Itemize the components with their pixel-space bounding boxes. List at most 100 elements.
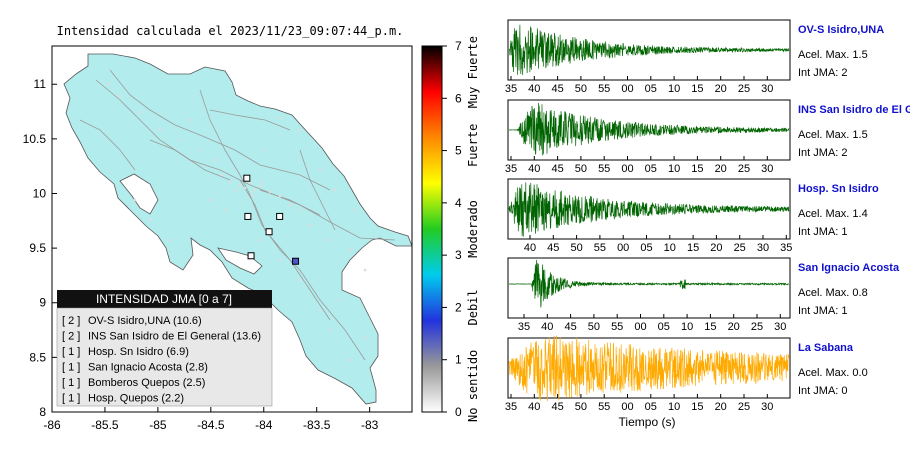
land-polygon (63, 53, 413, 405)
acel-max-label: Acel. Max. 1.5 (798, 129, 868, 141)
station-marker (243, 174, 251, 182)
place-dot (298, 208, 302, 212)
map-y-tick-label: 8.5 (29, 350, 46, 364)
place-dot (268, 190, 272, 194)
stations (243, 174, 300, 265)
place-dot (158, 128, 162, 132)
waveform-tick-label: 45 (551, 401, 563, 413)
place-dot (220, 173, 224, 177)
place-dot (258, 184, 262, 188)
int-jma-label: Int JMA: 2 (798, 147, 848, 159)
waveform-tick-label: 50 (570, 242, 582, 254)
waveform-tick-label: 40 (528, 83, 540, 95)
place-dot (328, 328, 332, 332)
roads (79, 69, 396, 362)
waveform-panel: 35 40 45 50 55 00 05 10 15 20 25 30 La Sabana Acel. M… (505, 335, 868, 413)
place-dot (118, 94, 122, 98)
waveform-tick-label: 20 (715, 401, 727, 413)
colorbar-tick-label: 2 (455, 300, 462, 314)
waveform-tick-label: 30 (761, 401, 773, 413)
dulce-gulf (217, 247, 263, 275)
place-dot (243, 186, 247, 190)
waveform-trace (508, 24, 790, 76)
costa-rica-land (63, 53, 413, 405)
waveform-tick-label: 35 (505, 163, 517, 175)
waveform-tick-label: 25 (738, 401, 750, 413)
road-line (149, 139, 231, 181)
map-y-tick-label: 9 (39, 296, 46, 310)
map-x-tick-label: -83 (361, 418, 379, 432)
legend-item-level: [ 1 ] (62, 362, 80, 374)
waveform-tick-label: 05 (640, 242, 652, 254)
waveform-tick-label: 55 (611, 321, 623, 333)
legend-item-label: OV-S Isidro,UNA (10.6) (88, 315, 202, 327)
place-dot (168, 238, 172, 242)
colorbar: 0 1 2 3 4 5 6 7 No sentido Debil Moderado Fuerte Mu… (421, 36, 480, 422)
legend-title-bar (57, 290, 272, 308)
waveform-tick-label: 40 (524, 242, 536, 254)
place-dot (298, 128, 302, 132)
waveform-tick-label: 00 (621, 83, 633, 95)
place-dot (228, 180, 232, 184)
waveform-tick-label: 00 (621, 401, 633, 413)
waveform-tick-label: 05 (645, 83, 657, 95)
place-dot (258, 238, 262, 242)
legend-title: INTENSIDAD JMA [0 a 7] (96, 292, 232, 306)
map-title: Intensidad calculada el 2023/11/23_09:07… (57, 24, 404, 38)
place-dot (288, 203, 292, 207)
waveform-tick-label: 15 (691, 401, 703, 413)
colorbar-tick-label: 0 (455, 405, 462, 419)
place-dot (188, 118, 192, 122)
place-dot (318, 308, 322, 312)
waveform-tick-label: 25 (751, 321, 763, 333)
waveform-tick-label: 45 (547, 242, 559, 254)
waveform-tick-label: 15 (687, 242, 699, 254)
acel-max-label: Acel. Max. 0.0 (798, 367, 868, 379)
road-line (239, 179, 331, 321)
map-x-tick-label: -86 (43, 418, 61, 432)
place-dot (198, 148, 202, 152)
waveform-tick-label: 00 (617, 242, 629, 254)
waveform-tick-label: 30 (757, 242, 769, 254)
station-marker (292, 257, 300, 265)
waveform-tick-label: 35 (780, 242, 792, 254)
waveform-tick-label: 30 (761, 163, 773, 175)
waveform-tick-label: 40 (528, 401, 540, 413)
waveform-tick-label: 55 (598, 163, 610, 175)
colorbar-tick-label: 5 (455, 144, 462, 158)
waveform-tick-label: 45 (551, 163, 563, 175)
waveform-tick-label: 00 (621, 163, 633, 175)
place-dot (278, 258, 282, 262)
colorbar-intensity-label: Fuerte (466, 124, 480, 167)
int-jma-label: Int JMA: 0 (798, 385, 848, 397)
place-dot (348, 358, 352, 362)
place-dot (308, 223, 312, 227)
waveform-tick-label: 20 (715, 83, 727, 95)
place-dot (278, 116, 282, 120)
legend-item-label: Bomberos Quepos (2.5) (88, 377, 205, 389)
legend-item-level: [ 1 ] (62, 377, 80, 389)
waveform-tick-label: 40 (541, 321, 553, 333)
place-dot (278, 194, 282, 198)
place-dot (338, 298, 342, 302)
waveform-tick-label: 10 (668, 401, 680, 413)
place-dot (363, 336, 367, 340)
waveform-tick-label: 25 (734, 242, 746, 254)
station-marker (276, 212, 284, 220)
waveform-tick-label: 35 (505, 83, 517, 95)
waveform-frame (507, 19, 791, 81)
map-y-tick-label: 10.5 (23, 132, 47, 146)
place-dot (260, 180, 264, 184)
waveform-tick-label: 10 (664, 242, 676, 254)
station-name: INS San Isidro de El Ge (798, 104, 910, 116)
place-dot (263, 148, 267, 152)
map-y-tick-label: 10 (33, 186, 47, 200)
waveform-trace (508, 182, 790, 237)
map-y-tick-label: 9.5 (29, 241, 46, 255)
waveform-tick-label: 30 (774, 321, 786, 333)
waveform-tick-label: 50 (588, 321, 600, 333)
place-dot (253, 188, 257, 192)
place-dot (250, 193, 254, 197)
road-line (209, 109, 291, 131)
